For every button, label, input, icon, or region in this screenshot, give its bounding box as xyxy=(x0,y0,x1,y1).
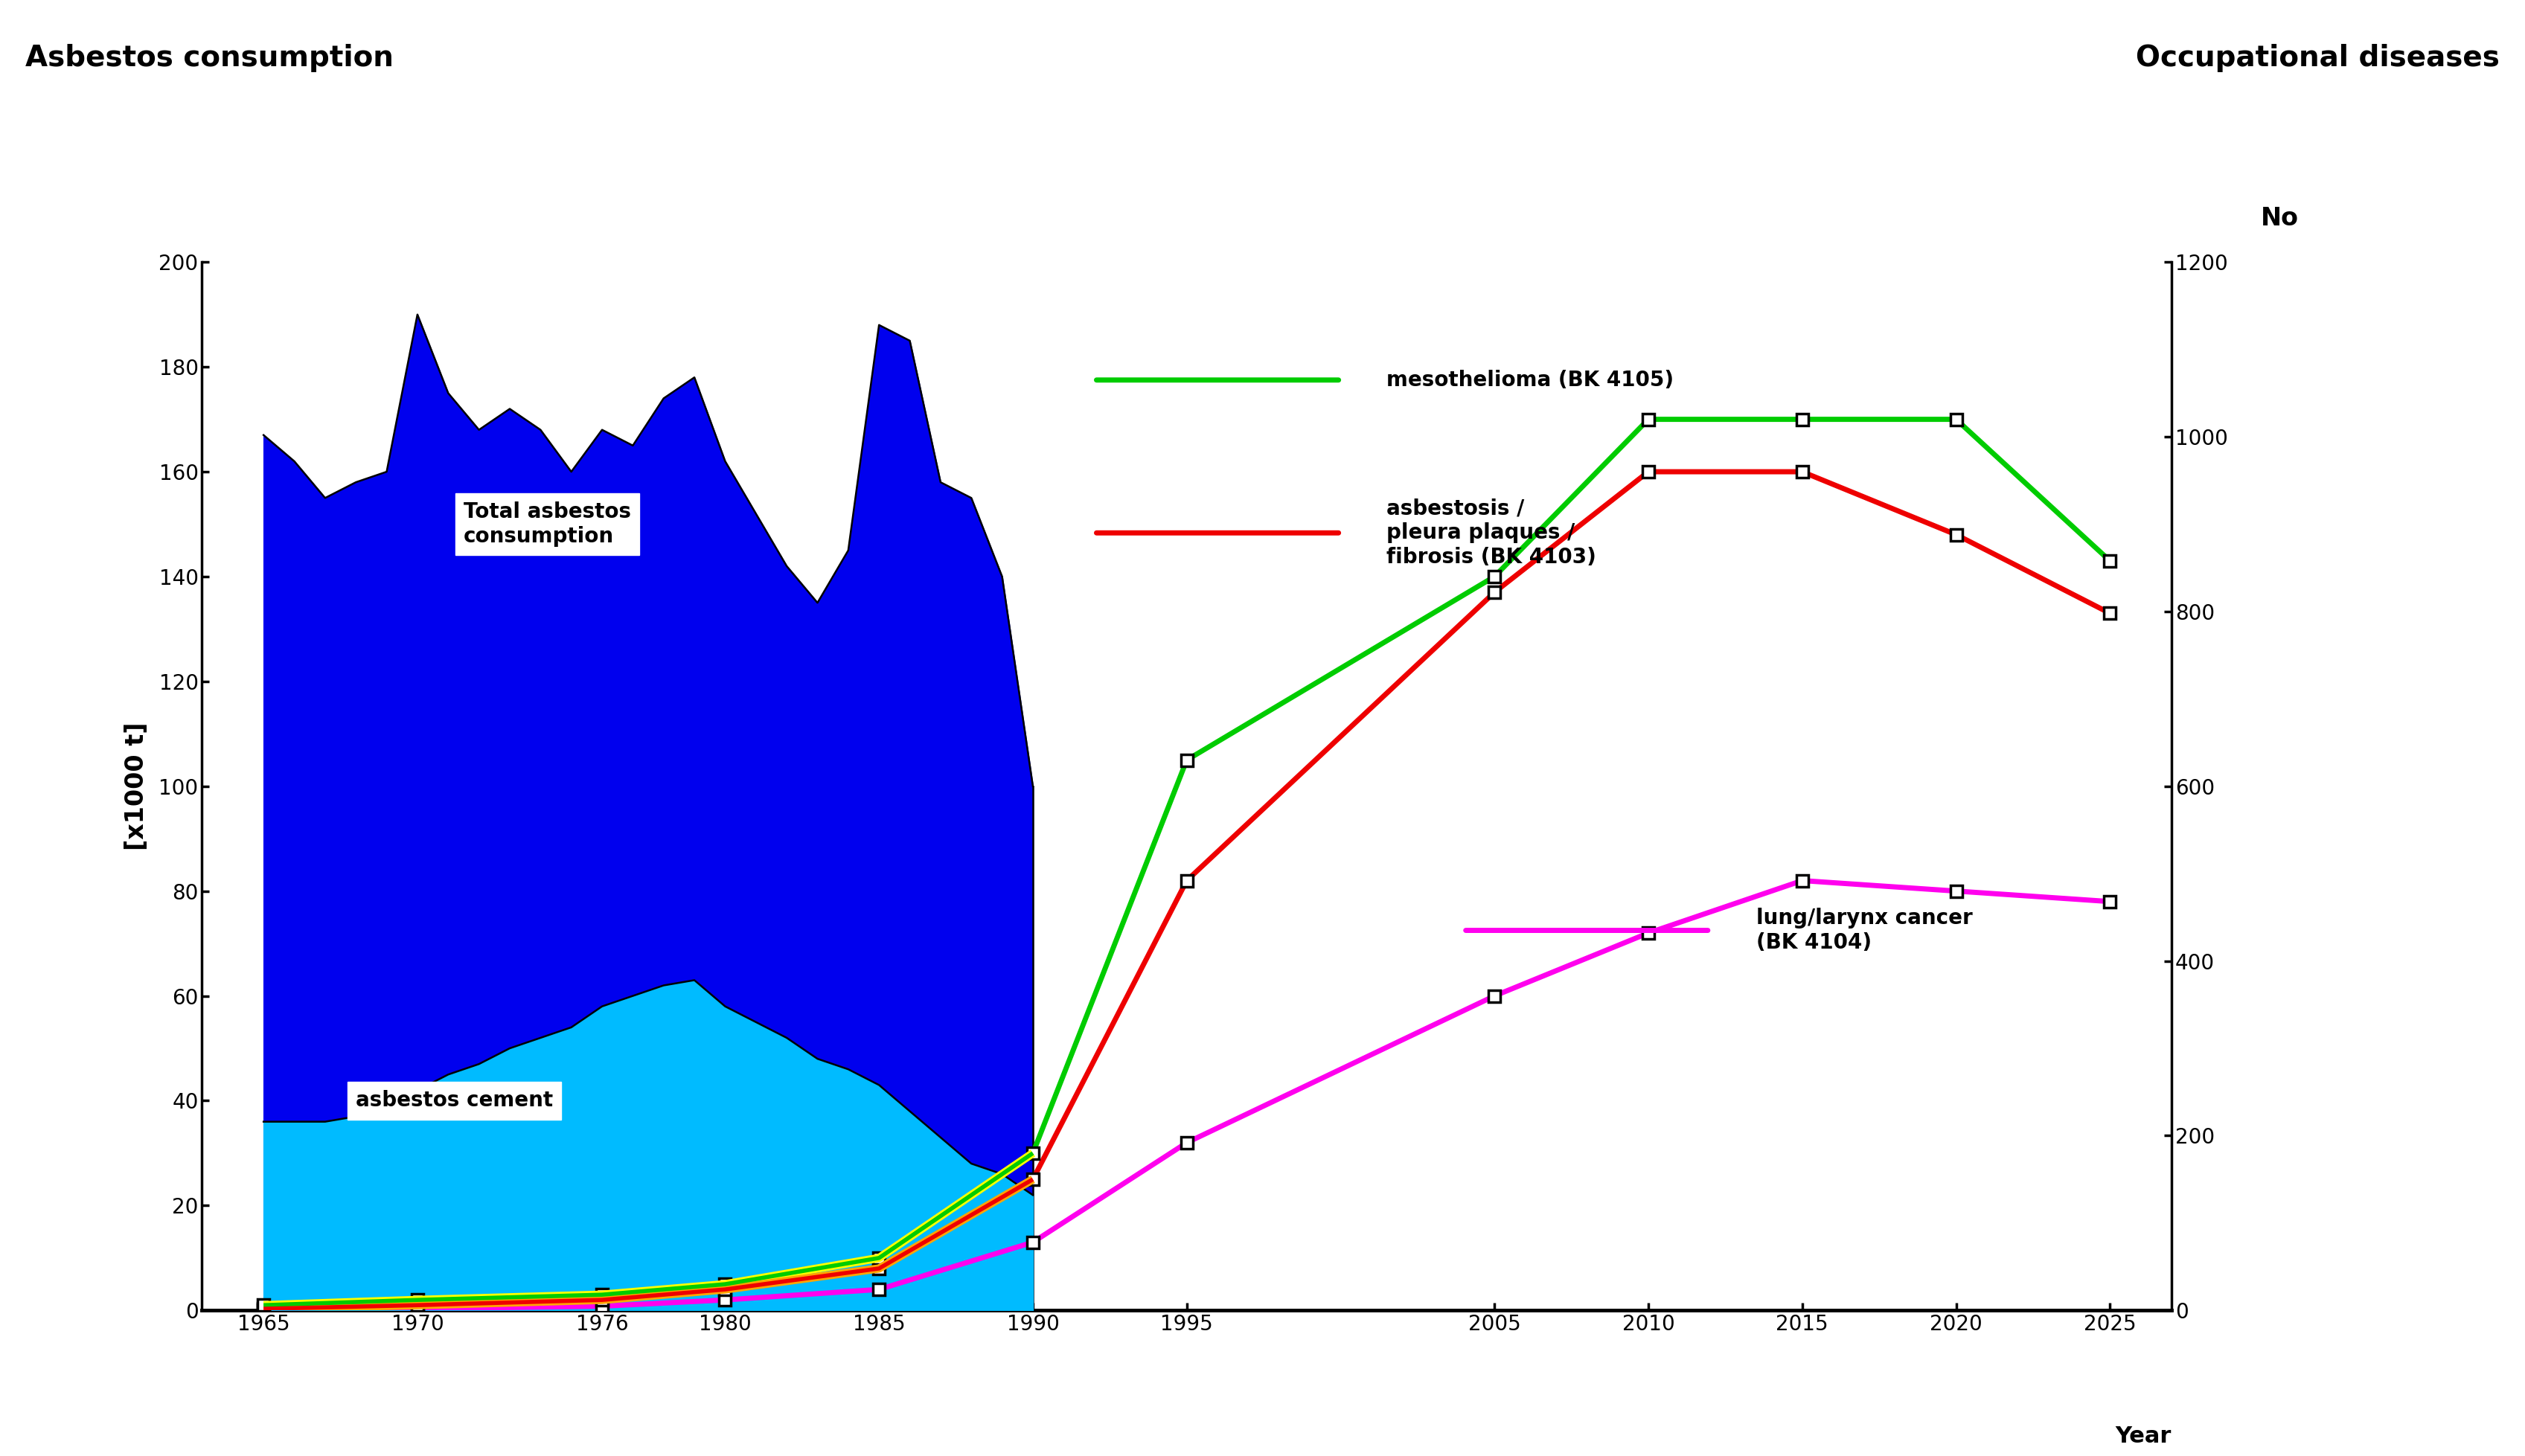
Text: lung/larynx cancer
(BK 4104): lung/larynx cancer (BK 4104) xyxy=(1755,909,1972,952)
Text: Asbestos consumption: Asbestos consumption xyxy=(25,44,394,71)
Text: No: No xyxy=(2260,207,2298,230)
Text: Occupational diseases: Occupational diseases xyxy=(2136,44,2500,71)
Text: asbestosis /
pleura plaques /
fibrosis (BK 4103): asbestosis / pleura plaques / fibrosis (… xyxy=(1386,498,1596,568)
Text: mesothelioma (BK 4105): mesothelioma (BK 4105) xyxy=(1386,370,1674,390)
Y-axis label: [x1000 t]: [x1000 t] xyxy=(124,722,149,850)
Text: Total asbestos
consumption: Total asbestos consumption xyxy=(465,502,631,546)
Text: asbestos cement: asbestos cement xyxy=(356,1091,553,1111)
Text: Year: Year xyxy=(2116,1425,2172,1447)
